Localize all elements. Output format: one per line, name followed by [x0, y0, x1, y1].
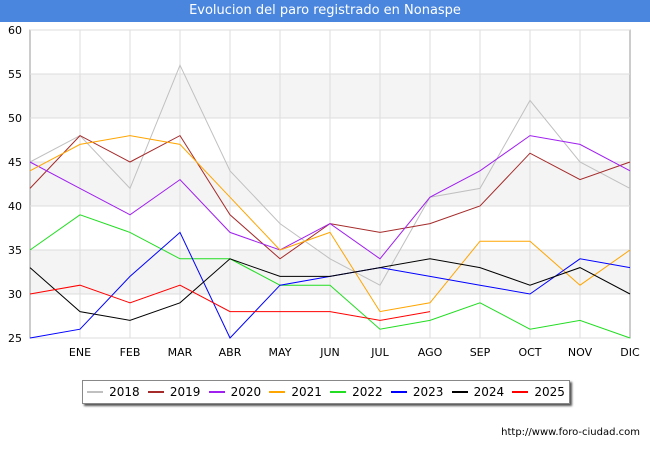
legend-item-2023: 2023	[390, 385, 444, 399]
x-tick-label: JUN	[319, 346, 340, 359]
series-line-2020	[29, 135, 631, 260]
legend-label: 2024	[473, 385, 505, 399]
x-tick-label: DIC	[620, 346, 640, 359]
series-line-2018	[29, 63, 631, 286]
y-tick-label: 40	[8, 200, 22, 213]
y-tick-label: 35	[8, 244, 22, 257]
legend-swatch	[512, 391, 529, 393]
legend-swatch	[87, 391, 104, 393]
y-tick-label: 50	[8, 112, 22, 125]
y-tick-label: 25	[8, 332, 22, 345]
legend-label: 2021	[291, 385, 322, 399]
legend-label: 2023	[412, 385, 444, 399]
x-tick-label: FEB	[120, 346, 141, 359]
x-tick-label: SEP	[470, 346, 491, 359]
legend-label: 2018	[109, 385, 140, 399]
legend-swatch	[451, 391, 468, 393]
legend-swatch	[147, 391, 164, 393]
source-credit: http://www.foro-ciudad.com	[501, 427, 640, 438]
legend-label: 2020	[230, 385, 262, 399]
y-tick-label: 60	[8, 24, 22, 37]
legend-item-2019: 2019	[147, 385, 201, 399]
x-tick-label: MAY	[269, 346, 292, 359]
x-tick-label: MAR	[168, 346, 193, 359]
x-tick-label: ABR	[219, 346, 242, 359]
series-line-2025	[29, 284, 431, 321]
x-tick-label: AGO	[418, 346, 443, 359]
x-tick-label: ENE	[69, 346, 91, 359]
y-tick-label: 55	[8, 68, 22, 81]
legend-item-2020: 2020	[208, 385, 262, 399]
legend-item-2025: 2025	[512, 385, 565, 399]
legend-item-2022: 2022	[330, 385, 383, 399]
x-tick-label: OCT	[518, 346, 541, 359]
series-line-2022	[29, 214, 631, 339]
x-tick-label: NOV	[568, 346, 593, 359]
legend-swatch	[208, 391, 225, 393]
legend-label: 2022	[352, 385, 383, 399]
legend-swatch	[330, 391, 347, 393]
y-tick-label: 30	[8, 288, 22, 301]
chart-title: Evolucion del paro registrado en Nonaspe	[0, 0, 650, 22]
legend-item-2021: 2021	[269, 385, 322, 399]
y-tick-label: 45	[8, 156, 22, 169]
legend-label: 2019	[169, 385, 201, 399]
legend-item-2024: 2024	[451, 385, 505, 399]
series-line-2021	[29, 135, 631, 313]
legend: 2018 2019 2020 2021 2022 2023 2024 2025	[82, 380, 570, 404]
x-tick-label: JUL	[370, 346, 389, 359]
legend-swatch	[390, 391, 407, 393]
legend-label: 2025	[534, 385, 565, 399]
legend-swatch	[269, 391, 286, 393]
legend-item-2018: 2018	[87, 385, 140, 399]
series-line-2024	[29, 258, 631, 321]
